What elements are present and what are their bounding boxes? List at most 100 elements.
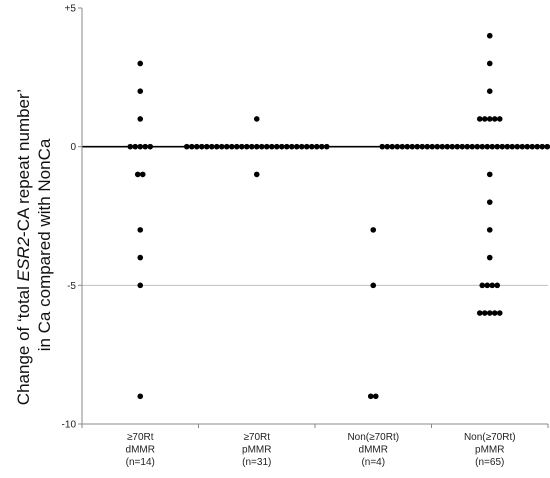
data-point bbox=[504, 143, 511, 150]
data-point bbox=[474, 143, 481, 150]
data-point bbox=[434, 143, 441, 150]
data-point bbox=[318, 143, 325, 150]
data-point bbox=[208, 143, 215, 150]
data-point bbox=[486, 227, 493, 233]
data-point bbox=[481, 310, 488, 316]
data-point bbox=[268, 143, 275, 150]
category-label-line: ≥70Rt bbox=[127, 432, 154, 443]
category-label-line: ≥70Rt bbox=[243, 432, 270, 443]
category-label-line: dMMR bbox=[359, 445, 388, 456]
data-point bbox=[258, 143, 265, 150]
data-point bbox=[193, 143, 200, 150]
data-point bbox=[464, 143, 471, 150]
data-point bbox=[367, 393, 374, 400]
data-point bbox=[384, 143, 391, 150]
data-point bbox=[489, 282, 496, 289]
data-point bbox=[137, 227, 144, 233]
data-point bbox=[486, 60, 493, 67]
data-point bbox=[273, 143, 280, 150]
data-point bbox=[476, 310, 483, 316]
data-point bbox=[509, 143, 516, 150]
data-point bbox=[486, 32, 493, 39]
data-point bbox=[486, 254, 493, 261]
y-axis-label-gene: ESR2 bbox=[14, 236, 33, 281]
data-point bbox=[137, 393, 144, 400]
data-point bbox=[253, 143, 260, 150]
data-point bbox=[444, 143, 451, 150]
data-point bbox=[419, 143, 426, 150]
data-point bbox=[213, 143, 220, 150]
data-point bbox=[539, 143, 546, 150]
category-label-line: pMMR bbox=[475, 445, 504, 456]
y-tick-label: -5 bbox=[67, 281, 76, 292]
data-point bbox=[414, 143, 421, 150]
data-point bbox=[263, 143, 270, 150]
category-label: Non(≥70Rt) dMMR (n=4) bbox=[347, 432, 399, 468]
data-point bbox=[142, 143, 149, 150]
y-axis-label-part: Change of ‘total bbox=[14, 281, 33, 405]
data-point bbox=[524, 143, 531, 150]
data-point bbox=[486, 171, 493, 178]
data-point bbox=[484, 143, 491, 150]
data-point bbox=[218, 143, 225, 150]
data-point bbox=[514, 143, 521, 150]
category-label-line: Non(≥70Rt) bbox=[347, 432, 399, 443]
data-point bbox=[399, 143, 406, 150]
category-label-line: Non(≥70Rt) bbox=[464, 432, 516, 443]
data-point bbox=[494, 282, 501, 289]
y-tick-label: -10 bbox=[62, 420, 77, 431]
data-point bbox=[476, 116, 483, 122]
data-point bbox=[486, 199, 493, 205]
data-point bbox=[489, 143, 496, 150]
data-point bbox=[137, 60, 144, 67]
data-point bbox=[243, 143, 250, 150]
y-axis-label-part: -CA repeat number’ bbox=[14, 90, 33, 237]
data-point bbox=[139, 171, 146, 178]
data-point bbox=[293, 143, 300, 150]
data-point bbox=[494, 143, 501, 150]
y-axis-label: Change of ‘total ESR2-CA repeat number’ … bbox=[14, 85, 54, 405]
data-point bbox=[534, 143, 541, 150]
data-point bbox=[198, 143, 205, 150]
data-point bbox=[481, 116, 488, 122]
data-point bbox=[308, 143, 315, 150]
y-tick-label: +5 bbox=[65, 4, 77, 15]
data-point bbox=[323, 143, 330, 150]
data-point bbox=[313, 143, 320, 150]
data-point bbox=[253, 116, 260, 122]
data-point bbox=[127, 143, 134, 150]
data-point bbox=[479, 143, 486, 150]
data-point bbox=[429, 143, 436, 150]
data-point bbox=[132, 143, 139, 150]
data-point bbox=[409, 143, 416, 150]
category-labels: ≥70Rt dMMR (n=14)≥70Rt pMMR (n=31)Non(≥70Rt)… bbox=[81, 424, 549, 468]
data-point bbox=[529, 143, 536, 150]
data-point bbox=[188, 143, 195, 150]
category-label-line: (n=31) bbox=[242, 457, 271, 468]
data-point bbox=[253, 171, 260, 178]
data-point bbox=[203, 143, 210, 150]
data-point bbox=[223, 143, 230, 150]
y-axis-label-line2: in Ca compared with NonCa bbox=[35, 138, 54, 351]
data-point bbox=[484, 282, 491, 289]
category-label-line: (n=65) bbox=[475, 457, 504, 468]
data-point bbox=[183, 143, 190, 150]
data-point bbox=[228, 143, 235, 150]
data-point bbox=[233, 143, 240, 150]
data-point bbox=[137, 143, 144, 150]
data-point bbox=[496, 310, 503, 316]
data-points bbox=[127, 32, 550, 400]
data-point bbox=[424, 143, 431, 150]
y-tick-layer: +5 0 -5 -10 bbox=[62, 4, 82, 431]
data-point bbox=[479, 282, 486, 289]
data-point bbox=[278, 143, 285, 150]
category-label: ≥70Rt dMMR (n=14) bbox=[126, 432, 155, 468]
data-point bbox=[379, 143, 386, 150]
data-point bbox=[372, 393, 379, 400]
data-point bbox=[238, 143, 245, 150]
data-point bbox=[288, 143, 295, 150]
data-point bbox=[486, 88, 493, 94]
data-point bbox=[283, 143, 290, 150]
data-point bbox=[496, 116, 503, 122]
